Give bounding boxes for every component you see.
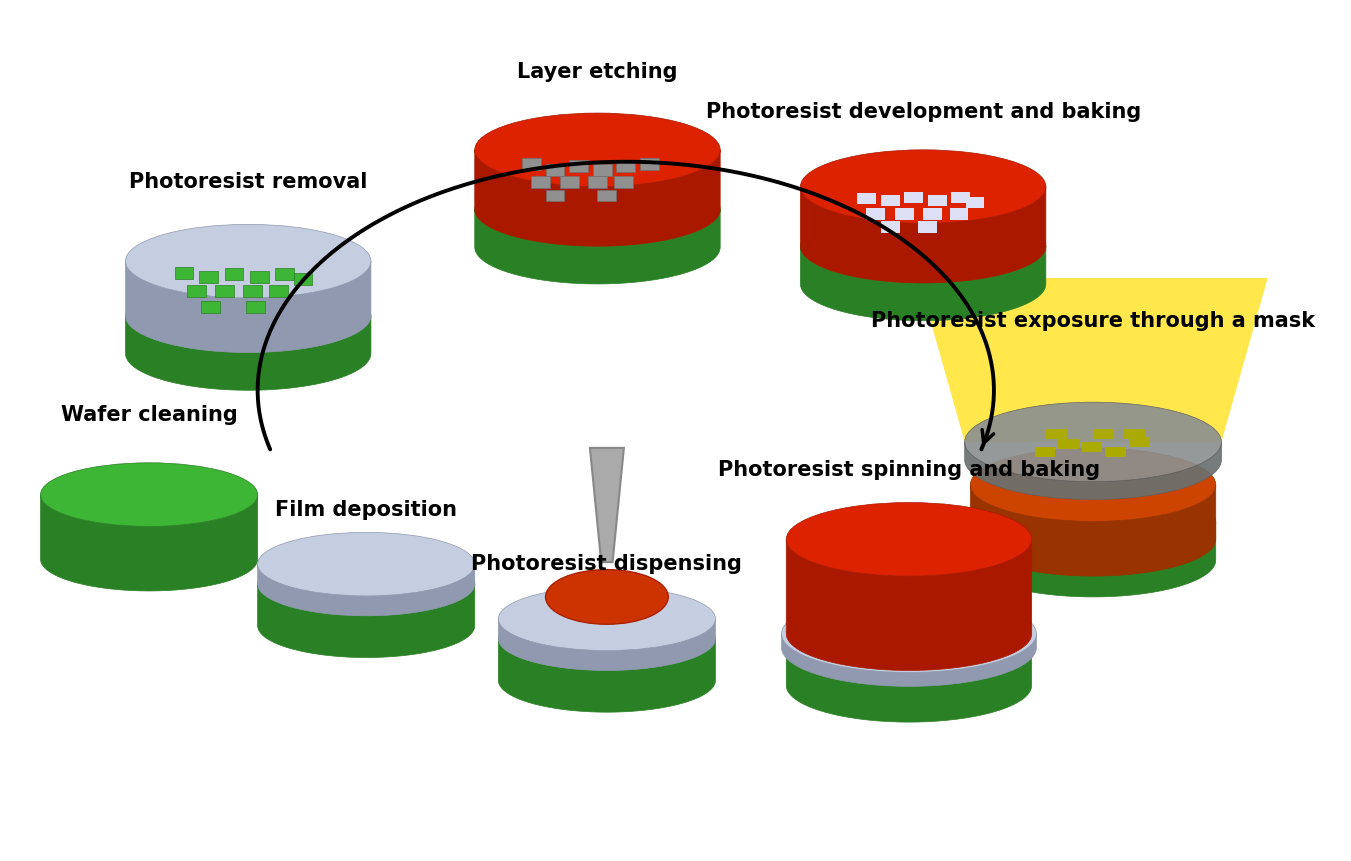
Ellipse shape [781,595,1036,672]
Ellipse shape [41,463,258,526]
Bar [1058,439,1079,449]
Bar [521,158,540,170]
Bar [1124,429,1144,439]
Bar [588,176,607,188]
Text: Wafer cleaning: Wafer cleaning [61,406,238,425]
Polygon shape [474,209,720,284]
Ellipse shape [786,610,1032,684]
Bar [881,195,900,207]
Bar [250,271,269,283]
Bar [546,189,565,201]
Ellipse shape [126,279,372,352]
Bar [881,221,900,233]
Ellipse shape [474,173,720,246]
Polygon shape [970,485,1216,576]
Bar [866,208,885,220]
Bar [597,189,616,201]
Bar [243,285,262,297]
Text: Photoresist spinning and baking: Photoresist spinning and baking [717,460,1100,480]
Bar [546,164,565,176]
Polygon shape [781,634,1036,686]
Polygon shape [126,261,372,352]
Polygon shape [800,187,1046,283]
Bar [199,271,218,283]
Bar [857,193,875,204]
Ellipse shape [970,486,1216,559]
Bar [1093,429,1113,439]
Text: Layer etching: Layer etching [517,62,678,83]
Polygon shape [590,448,624,562]
Bar [215,285,234,297]
Bar [559,176,578,188]
Bar [950,208,969,220]
Bar [1046,429,1066,439]
Ellipse shape [474,113,720,187]
Ellipse shape [546,570,669,624]
Polygon shape [41,494,258,591]
Polygon shape [258,584,474,658]
Bar [274,268,293,280]
Bar [923,208,942,220]
Bar [615,176,634,188]
Polygon shape [258,564,474,616]
Bar [1082,442,1102,452]
Bar [919,221,938,233]
Ellipse shape [258,552,474,616]
Polygon shape [919,278,1267,442]
Bar [966,196,985,208]
Ellipse shape [970,448,1216,522]
Bar [569,160,588,171]
Polygon shape [786,539,1032,671]
Bar [531,176,550,188]
Bar [1129,437,1150,447]
Ellipse shape [499,587,716,651]
Polygon shape [800,246,1046,320]
Bar [640,158,659,170]
Bar [894,208,913,220]
Bar [201,300,220,313]
Bar [616,160,635,171]
Polygon shape [474,150,720,246]
Ellipse shape [126,225,372,298]
Text: Photoresist development and baking: Photoresist development and baking [705,102,1140,122]
Bar [1035,447,1055,457]
Polygon shape [126,316,372,390]
Ellipse shape [800,150,1046,223]
Polygon shape [965,442,1221,499]
Polygon shape [499,619,716,671]
Text: Photoresist exposure through a mask: Photoresist exposure through a mask [871,311,1315,331]
Bar [269,285,288,297]
Text: Photoresist removal: Photoresist removal [128,171,367,192]
Polygon shape [499,639,716,712]
Bar [593,164,612,176]
Bar [246,300,265,313]
Ellipse shape [786,503,1032,576]
Text: Photoresist dispensing: Photoresist dispensing [471,554,742,574]
Bar [904,191,923,203]
Bar [928,195,947,207]
Bar [174,267,193,279]
Bar [951,191,970,203]
Bar [293,273,312,285]
Bar [224,268,243,280]
Polygon shape [786,647,1032,722]
Bar [1105,447,1127,457]
Text: Film deposition: Film deposition [276,499,457,519]
Bar [186,285,205,297]
Ellipse shape [800,209,1046,283]
Polygon shape [970,523,1216,597]
Ellipse shape [499,607,716,671]
Ellipse shape [258,532,474,596]
Ellipse shape [965,402,1221,481]
